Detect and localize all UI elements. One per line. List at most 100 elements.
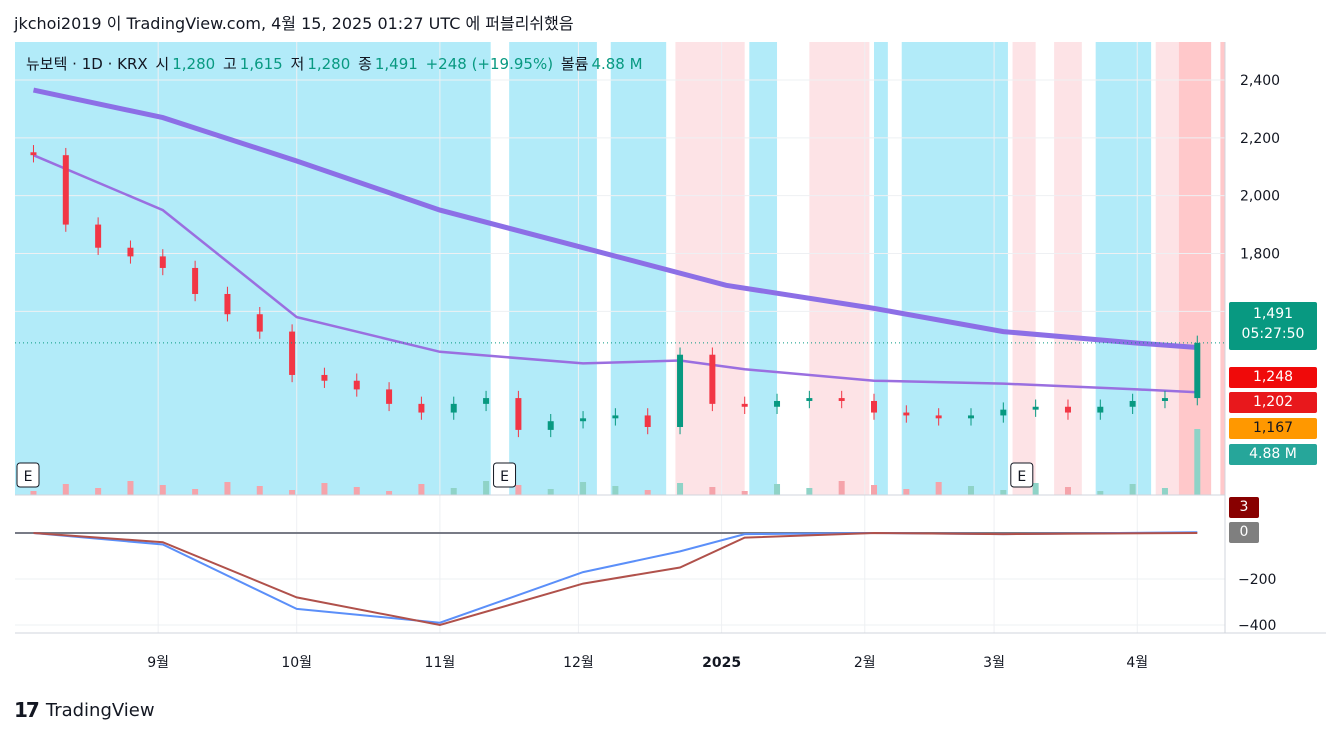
volume-bar [1129,484,1136,495]
candle-body [1161,398,1168,401]
earnings-marker-label: E [1017,469,1026,485]
candle-body [353,380,360,390]
volume-bar [903,489,910,495]
candle-body [483,398,490,404]
last-price-label: 1,491 05:27:50 [1229,302,1317,350]
volume-bar [30,491,37,495]
volume-bar [871,485,878,495]
volume-label: 4.88 M [1229,444,1317,465]
tradingview-logo-icon: 17 [14,698,40,722]
volume-bar [515,485,522,495]
price-tick-label: 2,200 [1240,131,1280,147]
candle-body [321,374,328,381]
candle-body [903,412,910,416]
candles [30,145,1201,438]
background-bands [15,42,1225,495]
volume-bar [483,481,490,495]
shade-band [675,42,745,495]
candle-body [741,403,748,407]
candle-body [1097,406,1104,413]
earnings-marker [16,462,40,488]
volume-bar [644,490,651,495]
time-tick-label: 10월 [281,655,312,671]
macd-label-2: 0 [1229,522,1259,543]
shade-band [749,42,778,495]
time-tick-label: 4월 [1126,655,1148,671]
volume-bar [192,489,199,495]
candle-body [62,155,69,225]
open-value: 1,280 [172,55,216,73]
volume-bar [1097,491,1104,495]
shade-band [874,42,888,495]
volume-bar [709,487,716,495]
volume-bar [741,491,748,495]
macd-tick-label: −400 [1238,618,1276,634]
shade-band [1155,42,1179,495]
candle-body [1032,406,1039,410]
candle-body [709,354,716,404]
candle-body [127,247,134,257]
ma-long-line [32,87,1198,350]
volume-bars [30,429,1201,495]
volume-bar [321,483,328,495]
candle-body [30,152,37,156]
footer-brand[interactable]: 17 TradingView [14,698,155,722]
candle-body [224,293,231,315]
earnings-marker [493,462,517,488]
candle-body [677,354,684,427]
candle-body [1064,406,1071,413]
candle-body [515,398,522,430]
ohlc-legend: 뉴보텍 · 1D · KRX 시 1,280 고 1,615 저 1,280 종 1,4… [26,55,643,73]
ma-orange-label: 1,167 [1229,418,1317,439]
candle-body [806,398,813,401]
volume-bar [967,486,974,495]
volume-bar [935,482,942,495]
earnings-marker-label: E [500,469,509,485]
macd-label-1: 3 [1229,497,1259,518]
ma-long-label: 1,248 [1229,367,1317,388]
volume-bar [547,489,554,495]
shade-band [809,42,870,495]
time-tick-label: 2월 [854,655,876,671]
volume-bar [62,484,69,495]
volume-bar [127,481,134,495]
price-tick-label: 2,400 [1240,73,1280,89]
volume-bar [1032,483,1039,495]
price-tick-label: 2,000 [1240,189,1280,205]
volume-bar [450,488,457,495]
volume-bar [1000,490,1007,495]
volume-bar [774,484,781,495]
earnings-marker-label: E [24,469,33,485]
time-tick-label: 12월 [563,655,594,671]
volume-bar [677,483,684,495]
volume-value: 4.88 M [591,55,643,73]
candle-body [1194,342,1201,399]
ma-red-label: 1,202 [1229,392,1317,413]
macd-pane [15,531,1198,627]
volume-bar [1194,429,1201,495]
shade-band [1178,42,1212,495]
shade-band [1220,42,1225,495]
candle-body [418,403,425,413]
brand-name: TradingView [45,699,155,721]
shade-band [901,42,1008,495]
candle-body [95,224,102,248]
candle-body [838,398,845,401]
time-tick-label: 11월 [425,655,456,671]
low-value: 1,280 [307,55,351,73]
candle-body [386,389,393,404]
candle-body [159,256,166,268]
time-tick-label: 9월 [147,655,169,671]
candle-body [967,415,974,419]
volume-bar [386,491,393,495]
shade-band [15,42,491,495]
candle-body [644,415,651,427]
volume-bar [806,488,813,495]
signal-line [33,531,1198,627]
volume-bar [612,486,619,495]
candle-body [871,400,878,413]
symbol-label: 뉴보텍 · 1D · KRX [26,55,148,73]
volume-bar [418,484,425,495]
